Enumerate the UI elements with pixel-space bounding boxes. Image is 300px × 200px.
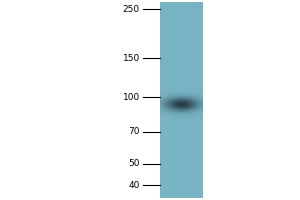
Text: 70: 70 bbox=[128, 127, 140, 136]
Text: 40: 40 bbox=[128, 181, 140, 190]
Text: 150: 150 bbox=[122, 54, 140, 63]
Text: 100: 100 bbox=[122, 93, 140, 102]
Text: 50: 50 bbox=[128, 159, 140, 168]
Text: 250: 250 bbox=[123, 5, 140, 14]
